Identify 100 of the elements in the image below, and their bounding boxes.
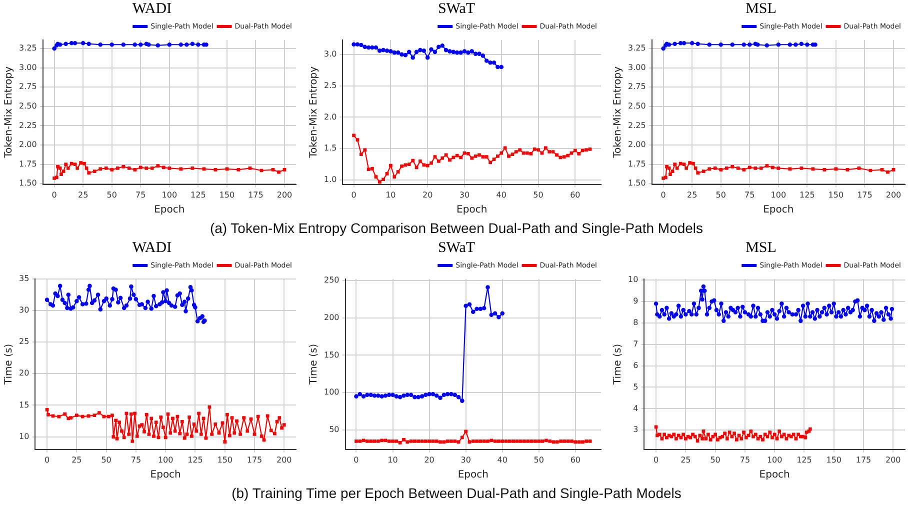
x-tick-label: 50 <box>716 190 726 200</box>
x-tick-label: 10 <box>385 190 396 200</box>
x-tick-label: 200 <box>886 190 902 200</box>
x-tick-label: 25 <box>680 455 691 464</box>
chart-title: MSL <box>744 0 778 19</box>
y-tick-label: 1.50 <box>19 178 37 188</box>
y-axis-title: Token-Mix Entropy <box>612 66 624 159</box>
y-axis-title: Time (s) <box>308 344 320 386</box>
x-tick-label: 100 <box>770 190 786 200</box>
x-axis-title: Epoch <box>763 204 794 216</box>
x-tick-label: 0 <box>52 190 57 200</box>
y-tick-label: 10 <box>18 432 30 441</box>
text: (b) Training Time per Epoch Between Dual-Path and Single-Path Models <box>230 484 682 503</box>
y-tick-label: 6 <box>633 360 638 370</box>
y-tick-label: 2.75 <box>628 82 646 92</box>
y-tick-label: 2.00 <box>628 140 646 150</box>
x-tick-label: 40 <box>496 455 507 464</box>
x-axis-title: Epoch <box>759 470 790 481</box>
y-tick-label: 2.25 <box>19 120 37 130</box>
chart-title: WADI <box>131 0 173 19</box>
y-tick-label: 1.75 <box>628 159 646 168</box>
y-tick-label: 1.5 <box>323 144 336 153</box>
x-tick-label: 200 <box>886 455 901 464</box>
x-tick-label: 0 <box>350 190 356 200</box>
y-tick-label: 100 <box>323 388 339 397</box>
x-tick-label: 30 <box>460 455 470 464</box>
x-axis-title: Epoch <box>150 470 181 481</box>
y-tick-label: 8 <box>633 318 638 328</box>
x-tick-label: 200 <box>276 455 292 464</box>
x-tick-label: 50 <box>101 455 112 464</box>
x-tick-label: 60 <box>570 190 580 200</box>
x-tick-label: 0 <box>353 455 358 464</box>
y-tick-label: 3.00 <box>19 62 37 72</box>
chart-title: SWaT <box>436 239 476 258</box>
y-tick-label: 5 <box>633 382 638 392</box>
y-tick-label: 1.75 <box>19 159 37 168</box>
x-tick-label: 125 <box>796 455 812 464</box>
x-tick-label: 100 <box>158 455 174 464</box>
x-tick-label: 25 <box>72 455 82 464</box>
x-tick-label: 60 <box>570 455 580 464</box>
x-tick-label: 25 <box>78 190 88 200</box>
x-tick-label: 125 <box>188 455 203 464</box>
y-tick-label: 3.25 <box>628 44 646 53</box>
x-tick-label: 175 <box>248 190 264 200</box>
y-tick-label: 2.5 <box>323 80 336 90</box>
y-tick-label: 2.50 <box>628 101 646 110</box>
text: (a) Token-Mix Entropy Comparison Between Dual-Path and Single-Path Models <box>208 219 704 238</box>
y-tick-label: 200 <box>323 312 339 322</box>
chart-title: WADI <box>131 239 173 258</box>
y-tick-label: 2.25 <box>628 120 646 130</box>
y-tick-label: 250 <box>323 276 339 285</box>
y-tick-label: 2.0 <box>323 112 336 122</box>
y-tick-label: 2.50 <box>19 101 37 110</box>
x-tick-label: 0 <box>660 190 666 200</box>
x-tick-label: 20 <box>424 455 434 464</box>
x-tick-label: 30 <box>458 190 470 200</box>
y-axis-title: Token-Mix Entropy <box>308 66 320 159</box>
x-tick-label: 175 <box>857 190 872 200</box>
y-tick-label: 10 <box>628 275 638 284</box>
y-tick-label: 1.0 <box>323 175 336 184</box>
x-tick-label: 50 <box>533 455 544 464</box>
y-tick-label: 20 <box>18 368 30 378</box>
y-tick-label: 25 <box>18 337 30 346</box>
x-tick-label: 50 <box>106 190 117 200</box>
y-tick-label: 3.25 <box>19 44 37 53</box>
x-tick-label: 200 <box>276 190 292 200</box>
y-tick-label: 2.75 <box>19 82 37 92</box>
chart-title: MSL <box>744 239 778 258</box>
x-tick-label: 40 <box>496 190 506 200</box>
x-tick-label: 150 <box>217 455 233 464</box>
x-tick-label: 0 <box>44 455 50 464</box>
y-tick-label: 35 <box>18 274 30 284</box>
y-tick-label: 30 <box>18 306 30 315</box>
y-tick-label: 1.50 <box>628 178 646 188</box>
x-axis-title: Epoch <box>154 204 185 216</box>
y-axis-title: Time (s) <box>612 344 624 386</box>
y-tick-label: 7 <box>633 339 638 348</box>
x-axis-title: Epoch <box>456 204 487 216</box>
x-tick-label: 100 <box>766 455 782 464</box>
x-tick-label: 125 <box>800 190 815 200</box>
x-tick-label: 75 <box>744 190 755 200</box>
y-tick-label: 3.0 <box>323 50 336 59</box>
x-tick-label: 150 <box>826 455 842 464</box>
x-tick-label: 100 <box>162 190 178 200</box>
x-tick-label: 150 <box>219 190 235 200</box>
y-tick-label: 2.00 <box>19 140 37 150</box>
y-axis-title: Time (s) <box>4 344 15 386</box>
x-tick-label: 20 <box>422 190 432 200</box>
y-tick-label: 150 <box>323 350 339 360</box>
y-tick-label: 3.00 <box>628 62 646 72</box>
x-tick-label: 75 <box>130 455 142 464</box>
chart-title: SWaT <box>436 0 476 19</box>
x-axis-title: Epoch <box>457 470 488 481</box>
x-tick-label: 25 <box>687 190 698 200</box>
x-tick-label: 50 <box>532 190 543 200</box>
y-tick-label: 15 <box>18 400 30 410</box>
x-tick-label: 50 <box>710 455 720 464</box>
x-tick-label: 175 <box>246 455 262 464</box>
x-tick-label: 125 <box>190 190 206 200</box>
x-tick-label: 75 <box>136 190 146 200</box>
